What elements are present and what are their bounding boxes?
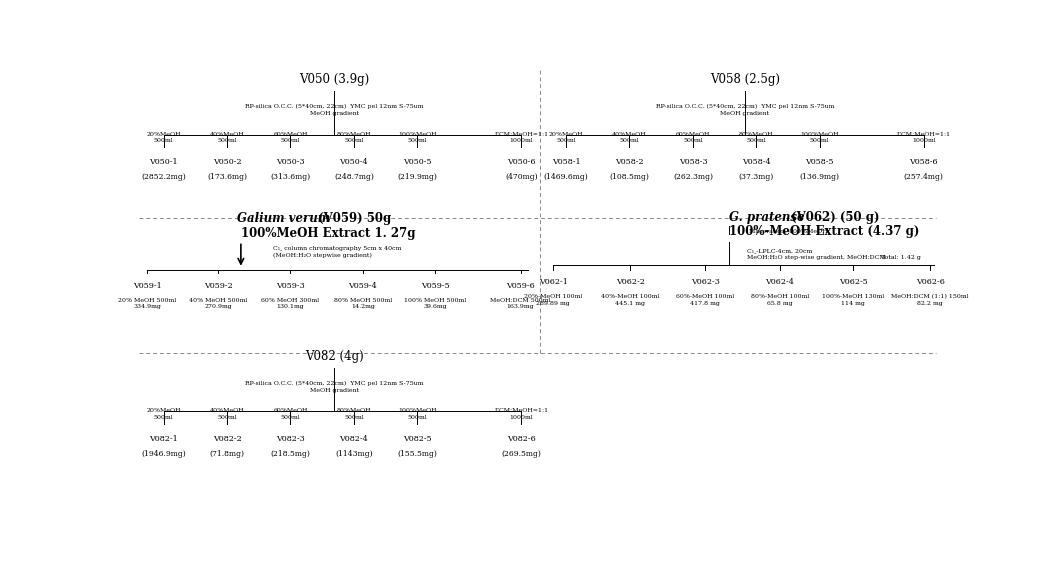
Text: 60% MeOH 300ml
130.1mg: 60% MeOH 300ml 130.1mg [261,298,320,309]
Text: (218.5mg): (218.5mg) [271,450,311,459]
Text: C₁‸ column chromatography 5cm x 40cm
(MeOH:H₂O stepwise gradient): C₁‸ column chromatography 5cm x 40cm (Me… [274,246,402,258]
Text: 40%-MeOH 100ml
445.1 mg: 40%-MeOH 100ml 445.1 mg [601,294,660,306]
Text: 60%MeOH
500ml: 60%MeOH 500ml [274,132,307,143]
Text: (V059) 50g: (V059) 50g [314,212,391,225]
Text: V082-4: V082-4 [340,435,368,443]
Text: 20% MeOH 500ml
334.9mg: 20% MeOH 500ml 334.9mg [119,298,176,309]
Text: 100% MeOH 500ml
39.6mg: 100% MeOH 500ml 39.6mg [404,298,467,309]
Text: V059-1: V059-1 [133,282,162,289]
Text: V059-4: V059-4 [348,282,378,289]
Text: V082-2: V082-2 [213,435,241,443]
Text: V050-3: V050-3 [276,158,305,166]
Text: 60%MeOH
500ml: 60%MeOH 500ml [274,409,307,420]
Text: G. pratense: G. pratense [729,211,805,224]
Text: (313.6mg): (313.6mg) [271,174,311,182]
Text: (1946.9mg): (1946.9mg) [142,450,186,459]
Text: (173.6mg): (173.6mg) [207,174,248,182]
Text: (262.3mg): (262.3mg) [672,174,713,182]
Text: V062-3: V062-3 [690,278,720,286]
Text: 80%-MeOH 100ml
65.8 mg: 80%-MeOH 100ml 65.8 mg [751,294,809,306]
Text: V059-5: V059-5 [421,282,449,289]
Text: 40%MeOH
500ml: 40%MeOH 500ml [210,409,244,420]
Text: V082 (4g): V082 (4g) [305,350,364,362]
Text: 100%MeOH Extract 1. 27g: 100%MeOH Extract 1. 27g [241,226,415,239]
Text: RP-silica O.C.C. (5*40cm, 22cm)  YMC pel 12nm S-75um
MeOH gradient: RP-silica O.C.C. (5*40cm, 22cm) YMC pel … [656,104,834,116]
Text: DCM:MeOH=1:1
1000ml: DCM:MeOH=1:1 1000ml [494,132,549,143]
Text: (V062) (50 g): (V062) (50 g) [787,211,880,224]
Text: 40%MeOH
500ml: 40%MeOH 500ml [210,132,244,143]
Text: V058-3: V058-3 [679,158,707,166]
Text: MeOH:DCM (1:1) 150ml
82.2 mg: MeOH:DCM (1:1) 150ml 82.2 mg [892,294,969,306]
Text: (71.8mg): (71.8mg) [210,450,244,459]
Text: V062-6: V062-6 [916,278,945,286]
Text: V059-6: V059-6 [507,282,535,289]
Text: 100%-MeOH 130ml
114 mg: 100%-MeOH 130ml 114 mg [821,294,884,306]
Text: V050-4: V050-4 [340,158,368,166]
Text: (1469.6mg): (1469.6mg) [543,174,588,182]
Text: V050 (3.9g): V050 (3.9g) [299,72,369,85]
Text: RP-silica O.C.C. (5*40cm, 22cm)  YMC pel 12nm S-75um
MeOH gradient: RP-silica O.C.C. (5*40cm, 22cm) YMC pel … [245,381,424,393]
Text: 40% MeOH 500ml
270.9mg: 40% MeOH 500ml 270.9mg [189,298,248,309]
Text: DCM:MeOH=1:1
1000ml: DCM:MeOH=1:1 1000ml [494,409,549,420]
Text: V058-6: V058-6 [909,158,938,166]
Text: V082-5: V082-5 [403,435,431,443]
Text: V059-3: V059-3 [276,282,305,289]
Text: V082-1: V082-1 [149,435,178,443]
Text: DCM:MeOH=1:1
1000ml: DCM:MeOH=1:1 1000ml [897,132,950,143]
Text: (219.9mg): (219.9mg) [398,174,437,182]
Text: 60%-MeOH 100ml
417.8 mg: 60%-MeOH 100ml 417.8 mg [676,294,734,306]
Text: 80%MeOH
500ml: 80%MeOH 500ml [337,132,371,143]
Text: Total: 1.42 g: Total: 1.42 g [881,256,921,260]
Text: (470mg): (470mg) [505,174,538,182]
Text: (37.3mg): (37.3mg) [738,174,774,182]
Text: 80%MeOH
500ml: 80%MeOH 500ml [337,409,371,420]
Text: V050-5: V050-5 [403,158,431,166]
Text: 20%MeOH
500ml: 20%MeOH 500ml [147,132,180,143]
Text: V058-1: V058-1 [552,158,580,166]
Text: 20%-MeOH 100ml
289.89 mg: 20%-MeOH 100ml 289.89 mg [523,294,582,306]
Text: (136.9mg): (136.9mg) [799,174,839,182]
Text: 100%MeOH
500ml: 100%MeOH 500ml [800,132,839,143]
Text: 100%MeOH
500ml: 100%MeOH 500ml [398,132,436,143]
Text: 80%MeOH
500ml: 80%MeOH 500ml [740,132,773,143]
Text: (248.7mg): (248.7mg) [334,174,373,182]
Text: V058-2: V058-2 [615,158,644,166]
Text: Galium verum: Galium verum [237,212,330,225]
Text: (1143mg): (1143mg) [335,450,372,459]
Text: (108.5mg): (108.5mg) [609,174,649,182]
Text: V050-6: V050-6 [507,158,536,166]
Text: 40%MeOH
500ml: 40%MeOH 500ml [613,132,647,143]
Text: (269.5mg): (269.5mg) [501,450,541,459]
Text: V058 (2.5g): V058 (2.5g) [710,72,779,85]
Text: (257.4mg): (257.4mg) [904,174,944,182]
Text: 80% MeOH 500ml
14.2mg: 80% MeOH 500ml 14.2mg [334,298,392,309]
Text: V062-1: V062-1 [538,278,568,286]
Text: V050-2: V050-2 [213,158,241,166]
Text: (2852.2mg): (2852.2mg) [142,174,186,182]
Text: V062-5: V062-5 [838,278,868,286]
Text: V058-5: V058-5 [806,158,834,166]
Text: V062-4: V062-4 [766,278,794,286]
Text: Maceration, 100%MeOH: Maceration, 100%MeOH [749,229,828,234]
Text: V082-6: V082-6 [507,435,536,443]
Text: RP-silica O.C.C. (5*40cm, 22cm)  YMC pel 12nm S-75um
MeOH gradient: RP-silica O.C.C. (5*40cm, 22cm) YMC pel … [245,104,424,116]
Text: V062-2: V062-2 [616,278,645,286]
Text: MeOH:DCM 500ml
163.9mg: MeOH:DCM 500ml 163.9mg [490,298,551,309]
Text: 60%MeOH
500ml: 60%MeOH 500ml [676,132,710,143]
Text: 100%-MeOH Extract (4.37 g): 100%-MeOH Extract (4.37 g) [729,224,919,238]
Text: V059-2: V059-2 [204,282,233,289]
Text: 100%MeOH
500ml: 100%MeOH 500ml [398,409,436,420]
Text: (155.5mg): (155.5mg) [398,450,437,459]
Text: V082-3: V082-3 [276,435,305,443]
Text: V050-1: V050-1 [149,158,178,166]
Text: 20%MeOH
500ml: 20%MeOH 500ml [549,132,583,143]
Text: 20%MeOH
500ml: 20%MeOH 500ml [147,409,180,420]
Text: V058-4: V058-4 [742,158,771,166]
Text: C₁‸-LPLC-4cm, 20cm
MeOH:H₂O step-wise gradient, MeOH:DCM: C₁‸-LPLC-4cm, 20cm MeOH:H₂O step-wise gr… [747,249,886,260]
